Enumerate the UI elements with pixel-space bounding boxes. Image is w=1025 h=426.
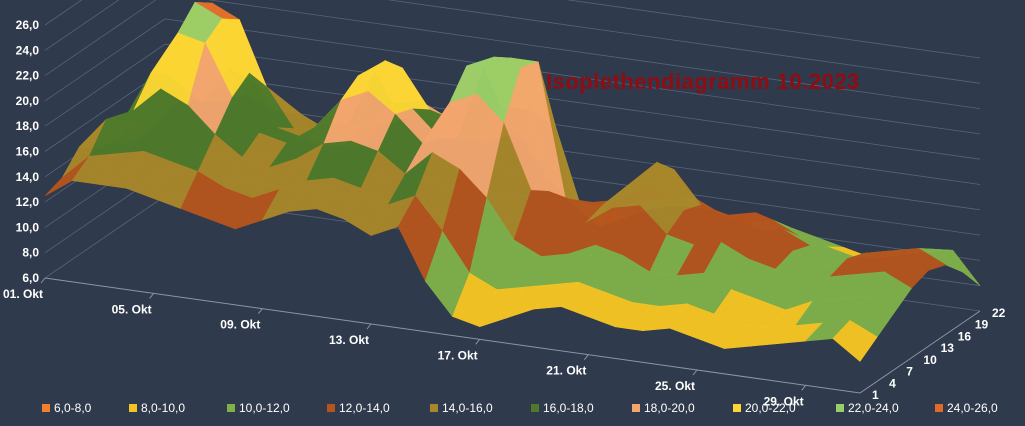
y-tick-label: 14,0: [16, 170, 40, 184]
gridline: [44, 0, 981, 59]
floor-axis-line: [44, 277, 981, 394]
z-tick-label: 10: [923, 353, 937, 367]
x-tick-mark: [583, 354, 589, 360]
legend-label: 10,0-12,0: [239, 401, 290, 415]
legend-swatch: [935, 404, 943, 412]
legend-label: 22,0-24,0: [848, 401, 899, 415]
legend-swatch: [531, 404, 539, 412]
x-tick-label: 17. Okt: [438, 348, 478, 362]
y-tick-label: 18,0: [16, 119, 40, 133]
x-tick-label: 13. Okt: [329, 333, 369, 347]
x-tick-label: 29. Okt: [764, 394, 804, 408]
x-tick-mark: [692, 369, 698, 376]
legend-label: 16,0-18,0: [543, 401, 594, 415]
legend-swatch: [430, 404, 438, 412]
x-tick-mark: [40, 277, 46, 284]
x-tick-label: 21. Okt: [546, 364, 586, 378]
z-tick-label: 19: [975, 318, 989, 332]
y-tick-label: 26,0: [16, 18, 40, 32]
legend-label: 12,0-14,0: [339, 401, 390, 415]
chart-title: Isoplethendiagramm 10.2023: [546, 69, 860, 94]
gridline: [44, 43, 981, 160]
z-tick-label: 4: [889, 376, 896, 390]
y-tick-label: 22,0: [16, 69, 40, 83]
legend-label: 24,0-26,0: [947, 401, 998, 415]
y-tick-label: 10,0: [16, 220, 40, 234]
legend: 6,0-8,0 8,0-10,0 10,0-12,0 12,0-14,0 14,0-16…: [42, 401, 998, 415]
legend-label: 20,0-22,0: [745, 401, 796, 415]
surface-patch: [832, 320, 878, 362]
legend-swatch: [227, 404, 235, 412]
x-axis-ticks: 01. Okt 05. Okt 09. Okt 13. Okt 17. Okt 21. O…: [3, 277, 807, 408]
legend-label: 8,0-10,0: [141, 401, 185, 415]
z-tick-label: 13: [941, 341, 955, 355]
x-tick-label: 09. Okt: [220, 318, 260, 332]
gridline: [44, 18, 981, 135]
z-tick-label: 22: [992, 306, 1006, 320]
y-tick-label: 12,0: [16, 195, 40, 209]
y-tick-label: 16,0: [16, 145, 40, 159]
y-axis-ticks: 6,0 8,0 10,0 12,0 14,0 16,0 18,0 20,0 22,0 24,0 26…: [16, 18, 40, 285]
y-tick-label: 8,0: [22, 246, 39, 260]
legend-label: 14,0-16,0: [442, 401, 493, 415]
z-tick-label: 7: [906, 365, 913, 379]
legend-label: 6,0-8,0: [54, 401, 92, 415]
legend-swatch: [129, 404, 137, 412]
y-tick-label: 24,0: [16, 43, 40, 57]
legend-label: 18,0-20,0: [644, 401, 695, 415]
legend-swatch: [836, 404, 844, 412]
x-tick-mark: [475, 339, 481, 345]
legend-swatch: [733, 404, 741, 412]
x-tick-label: 25. Okt: [655, 379, 695, 393]
legend-swatch: [327, 404, 335, 412]
x-tick-mark: [149, 293, 155, 299]
gridline: [44, 0, 981, 84]
gridline: [44, 0, 981, 109]
x-tick-label: 05. Okt: [112, 302, 152, 316]
z-tick-label: 1: [872, 388, 879, 402]
y-tick-label: 20,0: [16, 94, 40, 108]
legend-swatch: [632, 404, 640, 412]
surface-plot: [44, 1, 981, 362]
x-tick-mark: [257, 308, 263, 314]
legend-swatch: [42, 404, 50, 412]
x-tick-mark: [366, 323, 372, 330]
x-tick-mark: [801, 385, 807, 391]
z-tick-label: 16: [958, 329, 972, 343]
x-tick-label: 01. Okt: [3, 287, 43, 301]
y-tick-label: 6,0: [22, 271, 39, 285]
